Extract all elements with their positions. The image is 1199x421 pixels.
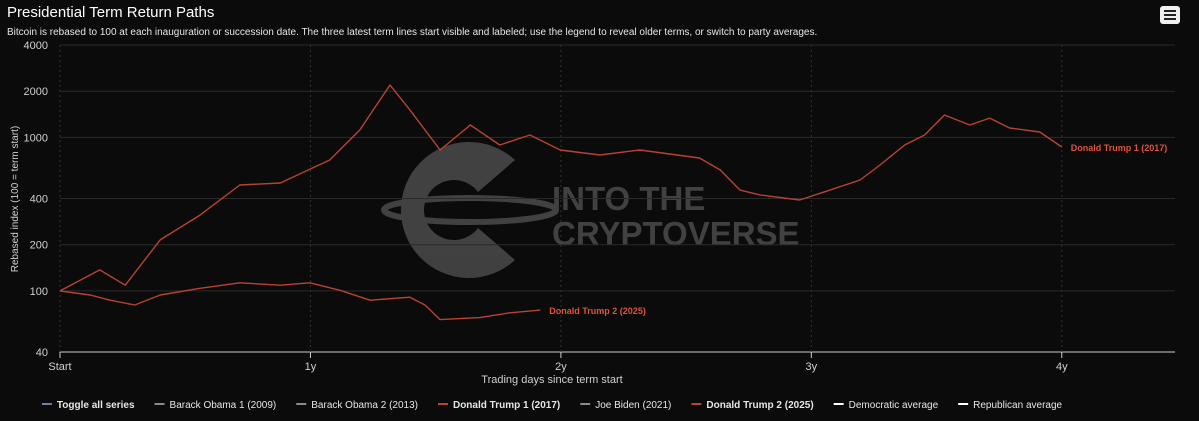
- watermark-logo: [400, 142, 515, 278]
- legend-item[interactable]: Joe Biden (2021): [580, 400, 671, 411]
- legend-label[interactable]: Republican average: [973, 400, 1062, 411]
- legend-item[interactable]: Republican average: [958, 400, 1063, 411]
- series-end-label: Donald Trump 1 (2017): [1071, 143, 1168, 153]
- chart-title: Presidential Term Return Paths: [7, 4, 214, 21]
- legend-item[interactable]: Toggle all series: [41, 400, 135, 411]
- y-axis-label: Rebased index (100 = term start): [10, 126, 21, 272]
- menu-button[interactable]: [1160, 6, 1180, 24]
- y-tick-label: 40: [36, 347, 48, 359]
- legend-label[interactable]: Donald Trump 2 (2025): [706, 400, 813, 411]
- x-tick-label: 1y: [305, 361, 317, 373]
- x-tick-label: Start: [48, 361, 71, 373]
- legend-label[interactable]: Toggle all series: [57, 400, 135, 411]
- legend-item[interactable]: Donald Trump 1 (2017): [437, 400, 560, 411]
- y-tick-label: 4000: [24, 40, 48, 52]
- legend-item[interactable]: Barack Obama 2 (2013): [296, 400, 418, 411]
- menu-icon: [1164, 14, 1176, 16]
- menu-icon: [1164, 18, 1176, 20]
- legend-label[interactable]: Democratic average: [849, 400, 939, 411]
- menu-icon: [1164, 10, 1176, 12]
- legend-item[interactable]: Democratic average: [833, 400, 939, 411]
- watermark-text: CRYPTOVERSE: [552, 215, 800, 252]
- series-line: [59, 84, 1063, 292]
- legend-label[interactable]: Joe Biden (2021): [595, 400, 671, 411]
- x-tick-label: 4y: [1056, 361, 1068, 373]
- legend-item[interactable]: Barack Obama 1 (2009): [154, 400, 277, 411]
- x-tick-label: 2y: [555, 361, 567, 373]
- legend-label[interactable]: Donald Trump 1 (2017): [453, 400, 560, 411]
- x-tick-label: 3y: [806, 361, 818, 373]
- y-tick-label: 100: [30, 286, 48, 298]
- series-line: [59, 282, 541, 321]
- y-tick-label: 200: [30, 240, 48, 252]
- y-tick-label: 400: [30, 194, 48, 206]
- legend: Toggle all series Barack Obama 1 (2009) Ba…: [41, 400, 1063, 411]
- y-tick-label: 1000: [24, 132, 48, 144]
- legend-item[interactable]: Donald Trump 2 (2025): [691, 400, 814, 411]
- chart-subtitle: Bitcoin is rebased to 100 at each inaugu…: [7, 27, 817, 38]
- x-axis-label: Trading days since term start: [481, 374, 622, 386]
- y-tick-label: 2000: [24, 86, 48, 98]
- legend-label[interactable]: Barack Obama 2 (2013): [311, 400, 418, 411]
- legend-label[interactable]: Barack Obama 1 (2009): [170, 400, 277, 411]
- series-end-label: Donald Trump 2 (2025): [549, 306, 646, 316]
